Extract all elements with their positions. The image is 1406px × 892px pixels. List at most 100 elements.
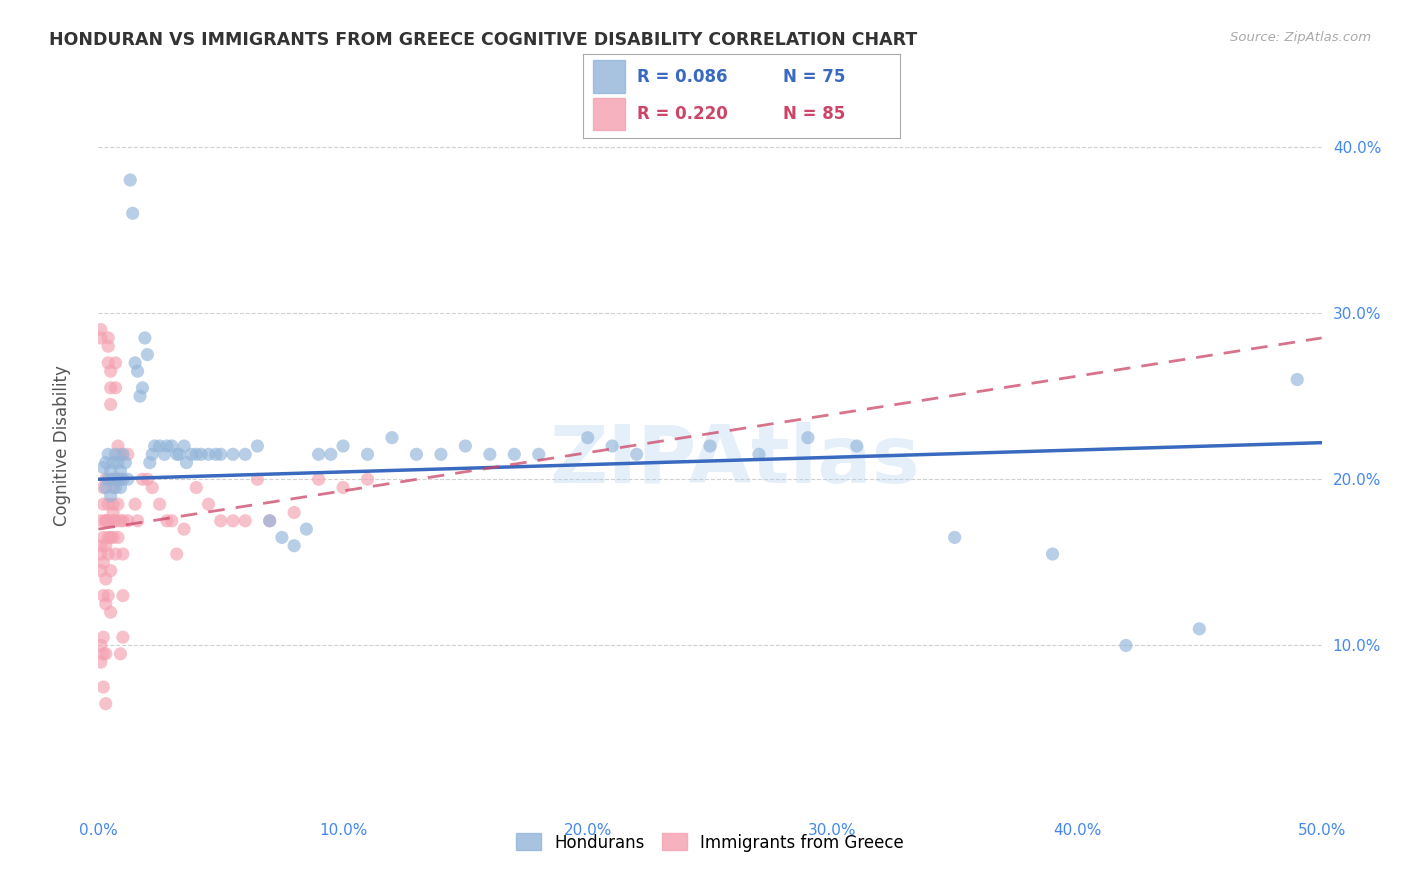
Point (90, 547, 112, 561)
Point (91, 589, 114, 603)
Point (430, 447, 453, 461)
Point (699, 439, 721, 453)
Point (222, 514, 245, 528)
Point (134, 331, 156, 345)
Point (381, 431, 404, 445)
Point (107, 456, 129, 470)
Point (94, 481, 117, 495)
Point (748, 447, 770, 461)
Point (110, 464, 132, 478)
Point (101, 530, 124, 544)
Point (295, 522, 318, 536)
Point (131, 381, 153, 395)
Bar (593, 61, 624, 93)
Point (101, 506, 124, 520)
Text: HONDURAN VS IMMIGRANTS FROM GREECE COGNITIVE DISABILITY CORRELATION CHART: HONDURAN VS IMMIGRANTS FROM GREECE COGNI… (49, 31, 918, 49)
Point (90, 323, 112, 337)
Point (197, 447, 219, 461)
Point (127, 364, 149, 378)
Point (94, 647, 117, 661)
Point (104, 547, 127, 561)
Point (478, 447, 501, 461)
Point (120, 173, 142, 187)
Point (205, 447, 228, 461)
Point (94, 472, 117, 486)
Point (139, 456, 162, 470)
Point (94, 456, 117, 470)
Point (259, 514, 281, 528)
Point (576, 431, 599, 445)
Point (97, 331, 120, 345)
Point (121, 206, 143, 220)
Point (111, 472, 134, 486)
Point (94, 597, 117, 611)
Text: Source: ZipAtlas.com: Source: ZipAtlas.com (1230, 31, 1371, 45)
Point (101, 456, 124, 470)
Point (101, 514, 124, 528)
Point (91, 460, 114, 475)
Point (110, 481, 132, 495)
Point (110, 472, 132, 486)
Point (124, 497, 146, 511)
Point (90, 539, 112, 553)
Point (405, 447, 427, 461)
Point (90, 514, 112, 528)
Point (160, 439, 183, 453)
Point (91, 555, 114, 569)
Point (1188, 622, 1211, 636)
Point (97, 547, 120, 561)
Point (160, 514, 183, 528)
Point (94, 539, 117, 553)
Point (197, 497, 219, 511)
Point (176, 456, 198, 470)
Point (136, 347, 159, 362)
Point (90, 564, 112, 578)
Point (114, 456, 136, 470)
Point (141, 447, 163, 461)
Point (233, 447, 256, 461)
Point (100, 381, 122, 395)
Point (308, 447, 330, 461)
Text: R = 0.220: R = 0.220 (637, 104, 728, 123)
Point (91, 497, 114, 511)
Point (97, 497, 120, 511)
Point (209, 514, 232, 528)
Y-axis label: Cognitive Disability: Cognitive Disability (52, 366, 70, 526)
Point (111, 547, 134, 561)
Point (117, 472, 139, 486)
Point (97, 514, 120, 528)
Point (97, 447, 120, 461)
Point (117, 514, 139, 528)
Point (110, 447, 132, 461)
Point (91, 630, 114, 644)
Point (91, 680, 114, 694)
Point (131, 472, 153, 486)
Point (94, 572, 117, 586)
Point (104, 381, 127, 395)
Point (246, 439, 269, 453)
Point (209, 447, 232, 461)
Point (91, 481, 114, 495)
Point (100, 397, 122, 411)
Point (104, 356, 127, 370)
Point (107, 439, 129, 453)
Point (156, 514, 179, 528)
Point (107, 530, 129, 544)
Point (259, 514, 281, 528)
Point (190, 447, 212, 461)
Point (94, 514, 117, 528)
Point (97, 356, 120, 370)
Point (186, 481, 208, 495)
Point (129, 389, 152, 403)
Point (141, 481, 163, 495)
Legend: Hondurans, Immigrants from Greece: Hondurans, Immigrants from Greece (509, 827, 911, 858)
Point (845, 439, 868, 453)
Point (104, 481, 127, 495)
Point (104, 514, 127, 528)
Point (100, 605, 122, 619)
Point (356, 447, 378, 461)
Point (527, 447, 550, 461)
Point (173, 439, 195, 453)
Point (149, 497, 172, 511)
Point (503, 447, 526, 461)
